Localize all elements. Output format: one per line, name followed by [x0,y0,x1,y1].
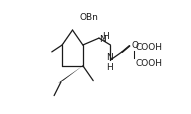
Polygon shape [58,66,83,83]
Text: O: O [131,41,138,49]
Text: N: N [106,53,113,62]
Text: N: N [100,35,106,44]
Text: OBn: OBn [80,13,99,22]
Text: COOH: COOH [135,42,162,51]
Text: H: H [102,31,109,40]
Text: H: H [106,62,113,71]
Text: COOH: COOH [135,58,162,67]
